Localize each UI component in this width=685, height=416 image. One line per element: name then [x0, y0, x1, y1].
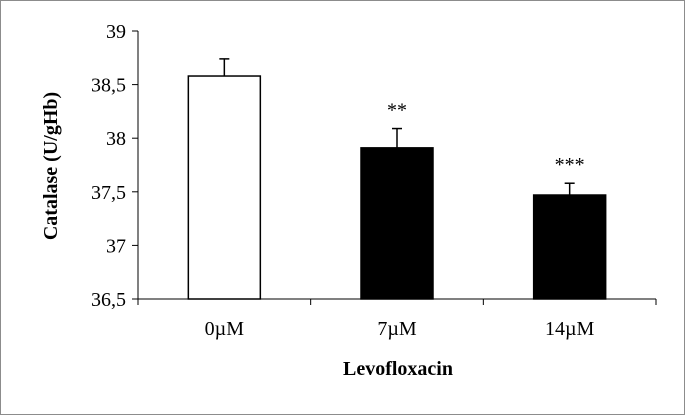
bar [187, 75, 262, 300]
bar [532, 194, 607, 300]
y-axis-title: Catalase (U/gHb) [40, 92, 62, 240]
y-tick-label: 37,5 [91, 182, 126, 204]
x-tick-label: 0µM [205, 318, 245, 340]
error-bars [219, 58, 575, 196]
y-tick-label: 37 [106, 235, 126, 257]
y-axis-ticks: 36,5 37 37,5 38 38,5 39 [91, 21, 138, 311]
y-tick-label: 38,5 [91, 75, 126, 97]
axes [137, 31, 656, 300]
y-tick-label: 38 [106, 128, 126, 150]
significance-labels: ***** [387, 100, 585, 177]
x-tick-label: 14µM [545, 318, 595, 340]
significance-label: *** [555, 154, 585, 176]
y-tick-label: 39 [106, 21, 126, 43]
bars [187, 75, 607, 300]
x-tick-label: 7µM [377, 318, 417, 340]
bar [360, 147, 434, 300]
x-axis-ticks: 0µM 7µM 14µM [137, 299, 657, 340]
significance-label: ** [387, 100, 407, 122]
x-axis-title: Levofloxacin [343, 358, 453, 380]
y-tick-label: 36,5 [91, 289, 126, 311]
